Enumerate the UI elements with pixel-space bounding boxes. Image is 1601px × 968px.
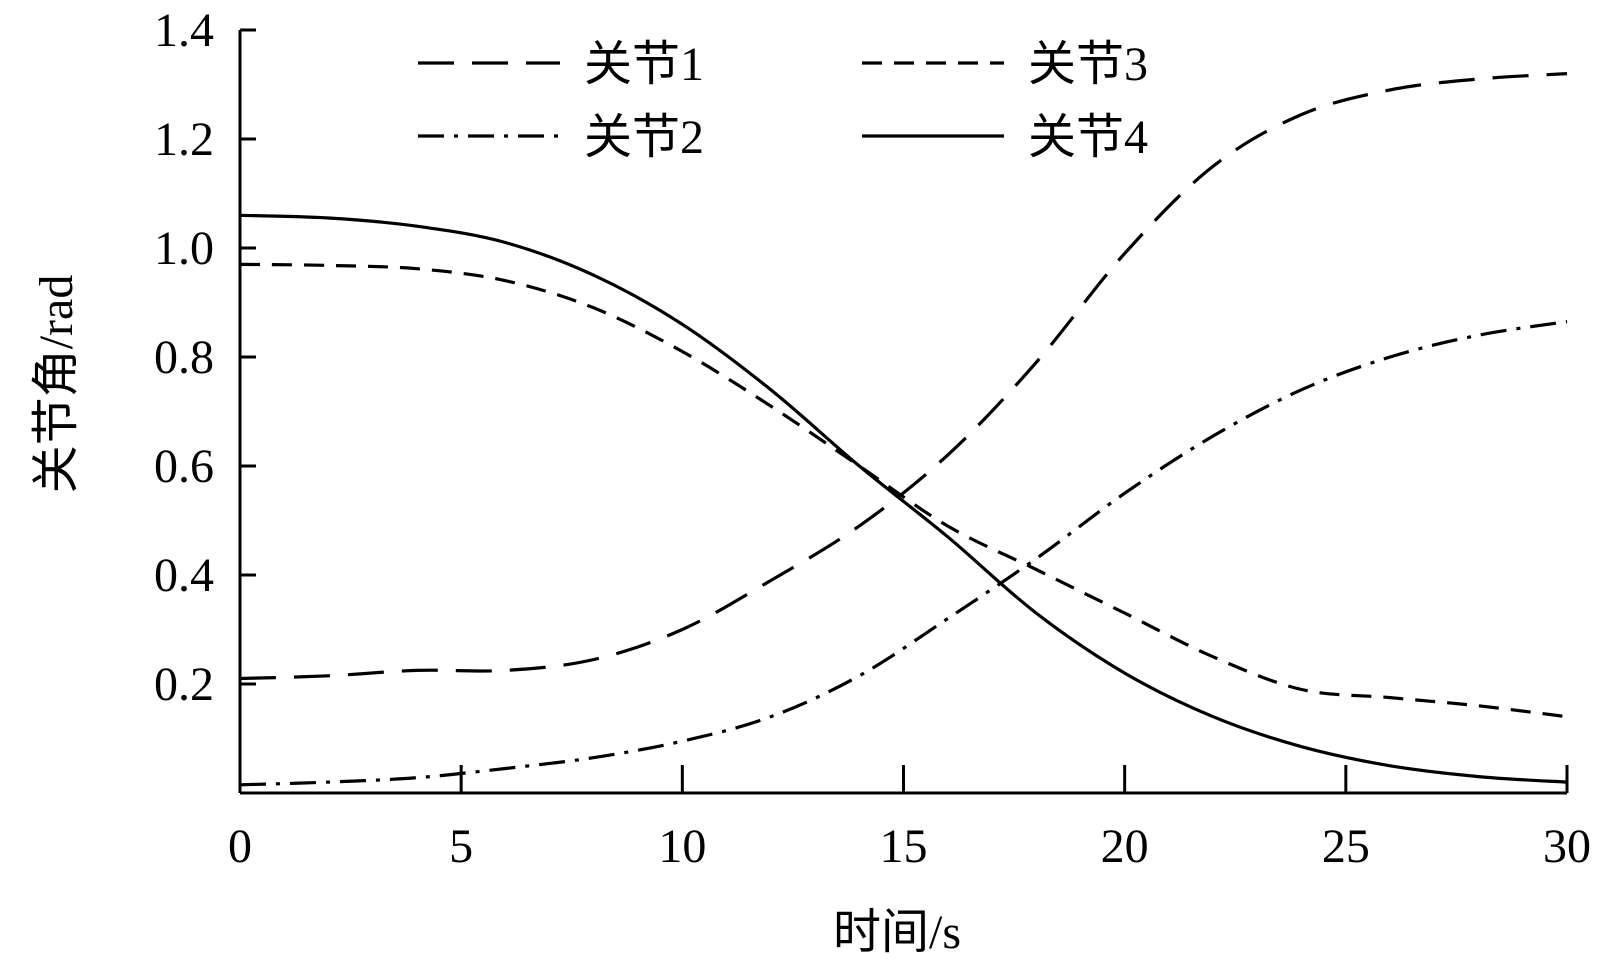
y-tick-label: 1.4 [154, 4, 214, 57]
legend-label-2: 关节2 [584, 111, 704, 164]
x-tick-label: 30 [1543, 820, 1591, 873]
x-tick-label: 20 [1101, 820, 1149, 873]
series-layer [239, 72, 1568, 787]
y-tick-label: 0.8 [154, 331, 214, 384]
x-tick-label: 15 [880, 820, 928, 873]
legend: 关节1 关节2 关节3 关节4 [418, 38, 1148, 164]
y-tick-label: 0.6 [154, 440, 214, 493]
series-line-1 [239, 72, 1568, 681]
legend-label-3: 关节3 [1028, 38, 1148, 91]
series-line-4 [239, 213, 1568, 784]
x-tick-label: 25 [1322, 820, 1370, 873]
axes: 0 5 10 15 20 25 30 0.2 0.4 0.6 0.8 1.0 1.2 1.4 [154, 4, 1591, 873]
series-line-2 [239, 320, 1568, 787]
x-axis-title: 时间/s [833, 906, 961, 959]
y-tick-label: 1.2 [154, 113, 214, 166]
y-tick-label: 1.0 [154, 222, 214, 275]
x-tick-label: 5 [449, 820, 473, 873]
x-tick-label: 0 [228, 820, 252, 873]
legend-label-4: 关节4 [1028, 111, 1148, 164]
y-axis-title: 关节角/rad [30, 275, 83, 494]
y-tick-label: 0.4 [154, 549, 214, 602]
series-line-3 [239, 262, 1568, 719]
y-tick-label: 0.2 [154, 658, 214, 711]
legend-label-1: 关节1 [584, 38, 704, 91]
x-tick-label: 10 [658, 820, 706, 873]
